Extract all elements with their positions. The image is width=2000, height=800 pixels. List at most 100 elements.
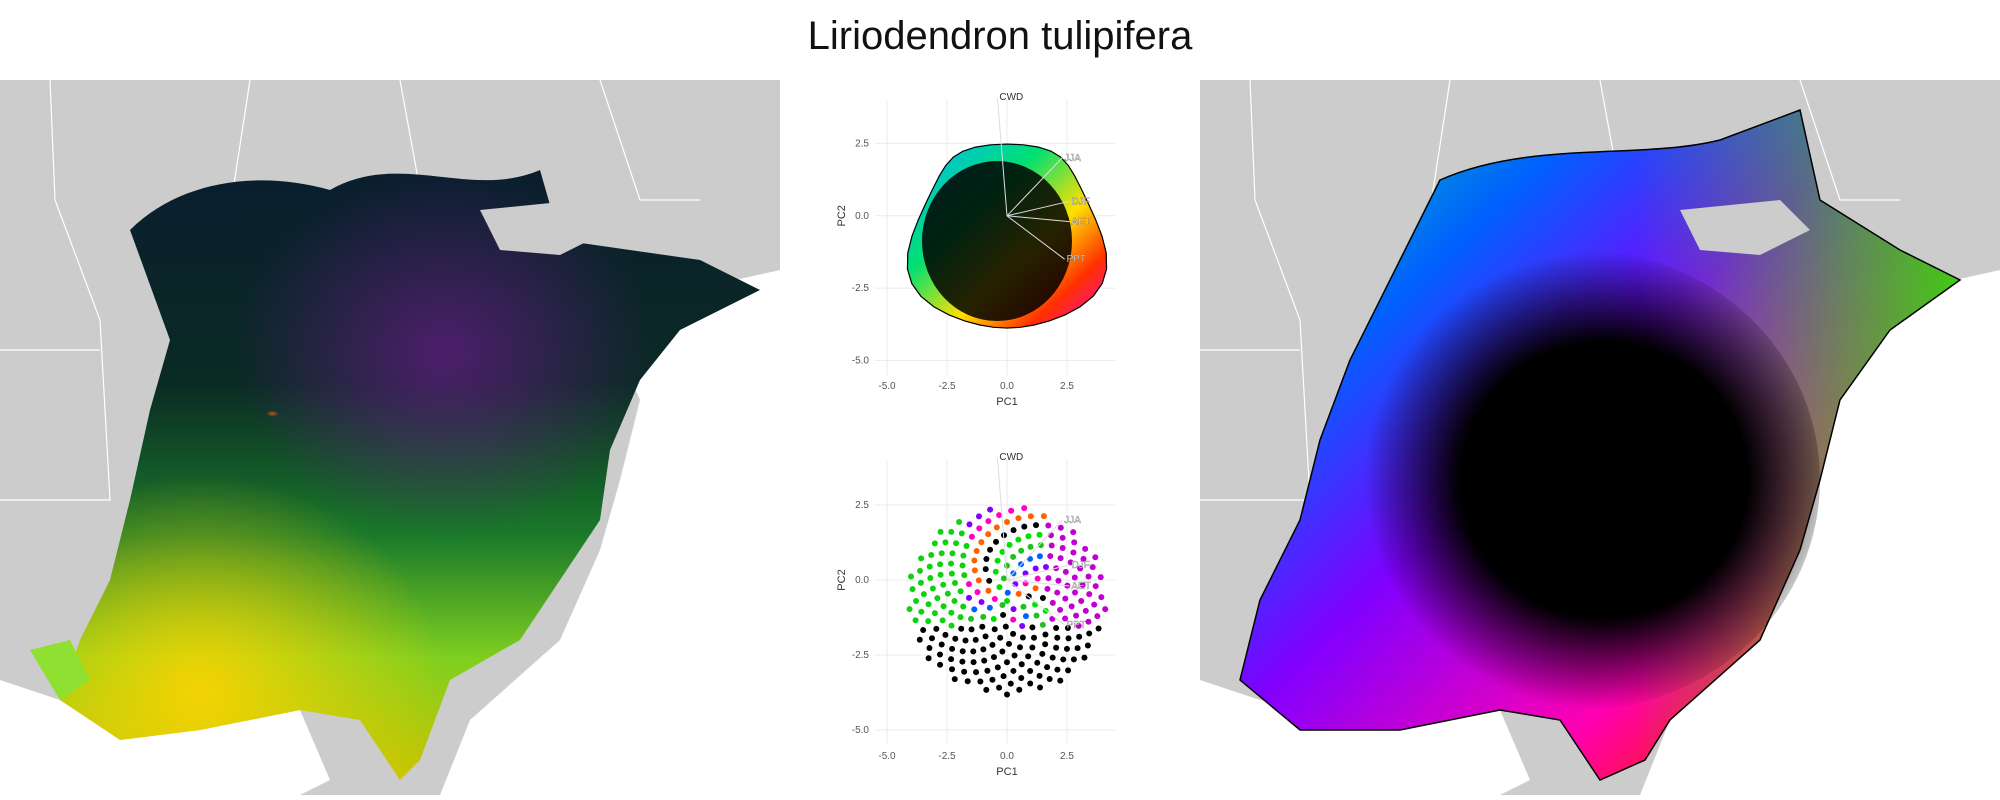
- pca-point: [1000, 673, 1007, 680]
- loading-label-ppt: PPT: [1067, 620, 1086, 631]
- x-axis-label: PC1: [996, 766, 1017, 778]
- pca-point: [975, 577, 982, 584]
- pca-point: [918, 608, 925, 615]
- pca-point: [948, 528, 955, 535]
- pca-point: [983, 555, 990, 562]
- pca-point: [1008, 507, 1015, 514]
- pca-point: [1006, 541, 1013, 548]
- pca-point: [940, 581, 947, 588]
- pca-point: [960, 552, 967, 559]
- pca-point: [938, 550, 945, 557]
- pca-point: [918, 555, 925, 562]
- pca-biplot-top: CWD JJA DJF AET PPT -5.0 -2.5 0.0 2.5 2.5 0.0 -2.5 -…: [836, 92, 1115, 408]
- x-axis-label: PC1: [996, 396, 1017, 408]
- pca-point: [1092, 583, 1099, 590]
- pca-point: [942, 631, 949, 638]
- pca-point: [999, 601, 1006, 608]
- pca-point: [939, 617, 946, 624]
- pca-point: [986, 577, 993, 584]
- pca-point: [1002, 623, 1009, 630]
- pca-point: [1018, 547, 1025, 554]
- pca-point: [1071, 574, 1078, 581]
- pca-point: [1025, 533, 1032, 540]
- pca-point: [912, 617, 919, 624]
- pca-point: [1031, 634, 1038, 641]
- x-tick-label: -2.5: [938, 751, 956, 762]
- pca-point: [1071, 539, 1078, 546]
- pca-point: [987, 546, 994, 553]
- pca-point: [977, 678, 984, 685]
- pca-point: [949, 645, 956, 652]
- x-tick-label: 2.5: [1060, 381, 1074, 392]
- pca-point: [981, 657, 988, 664]
- pca-point: [1074, 645, 1081, 652]
- map-left-climate-raster: [0, 80, 780, 795]
- pca-point: [1076, 633, 1083, 640]
- pca-point: [1081, 654, 1088, 661]
- loading-label-aet: AET: [1071, 581, 1090, 592]
- pca-point: [1070, 529, 1077, 536]
- pca-point: [1007, 680, 1014, 687]
- pca-point: [1004, 562, 1010, 569]
- pca-point: [1057, 555, 1064, 562]
- pca-point: [1034, 575, 1041, 582]
- pca-point: [936, 651, 943, 658]
- pca-point: [1070, 549, 1077, 556]
- pca-point: [958, 625, 965, 632]
- pca-point: [948, 622, 955, 629]
- y-tick-label: -5.0: [852, 356, 870, 367]
- pca-point: [1034, 659, 1041, 666]
- pca-point: [994, 664, 1001, 671]
- pca-point: [1015, 536, 1022, 543]
- pca-point: [971, 557, 978, 564]
- pca-point: [916, 567, 923, 574]
- pca-point: [1027, 680, 1034, 687]
- pca-point: [1086, 591, 1093, 598]
- pca-point: [980, 613, 987, 620]
- pca-point: [1047, 532, 1054, 539]
- pca-point: [948, 560, 955, 567]
- appalachian-highlight: [240, 393, 330, 437]
- pca-point: [1064, 625, 1071, 632]
- range-outlier-west: [30, 640, 90, 700]
- pca-point: [1059, 534, 1066, 541]
- pca-point: [1079, 582, 1086, 589]
- pca-point: [951, 598, 958, 604]
- pca-point: [1042, 563, 1049, 570]
- pca-point: [940, 603, 947, 610]
- loading-arrow-djf: [1006, 200, 1070, 217]
- x-tick-label: -2.5: [938, 381, 956, 392]
- pca-point: [985, 587, 992, 594]
- pca-point: [1062, 568, 1069, 575]
- pca-point: [1086, 630, 1093, 637]
- pca-point: [1072, 589, 1079, 596]
- pca-point: [931, 610, 938, 617]
- pca-point: [952, 635, 959, 642]
- pca-point: [1027, 513, 1034, 520]
- pca-point: [937, 571, 944, 578]
- y-tick-label: 2.5: [855, 138, 869, 149]
- pca-point: [926, 645, 933, 652]
- pca-point: [1053, 644, 1060, 651]
- pca-point: [978, 539, 985, 546]
- pca-point: [1054, 634, 1061, 641]
- pca-point: [929, 585, 936, 592]
- loading-label-jja: JJA: [1064, 153, 1081, 164]
- pca-point: [986, 604, 993, 611]
- pca-point: [1065, 667, 1072, 674]
- pca-point: [948, 609, 955, 616]
- pca-point: [1000, 575, 1007, 582]
- pca-point: [1060, 656, 1067, 663]
- pca-point: [984, 667, 991, 674]
- pca-point: [1047, 553, 1054, 560]
- pca-point: [937, 561, 944, 568]
- pca-point: [1049, 654, 1056, 661]
- pca-point: [972, 636, 979, 643]
- pca-point: [1004, 659, 1010, 666]
- pca-point: [1077, 565, 1084, 572]
- pca-point: [1042, 631, 1049, 638]
- pca-point: [996, 512, 1003, 519]
- pca-point: [1016, 686, 1023, 693]
- pca-point: [931, 540, 938, 547]
- loading-label-djf: DJF: [1071, 196, 1089, 207]
